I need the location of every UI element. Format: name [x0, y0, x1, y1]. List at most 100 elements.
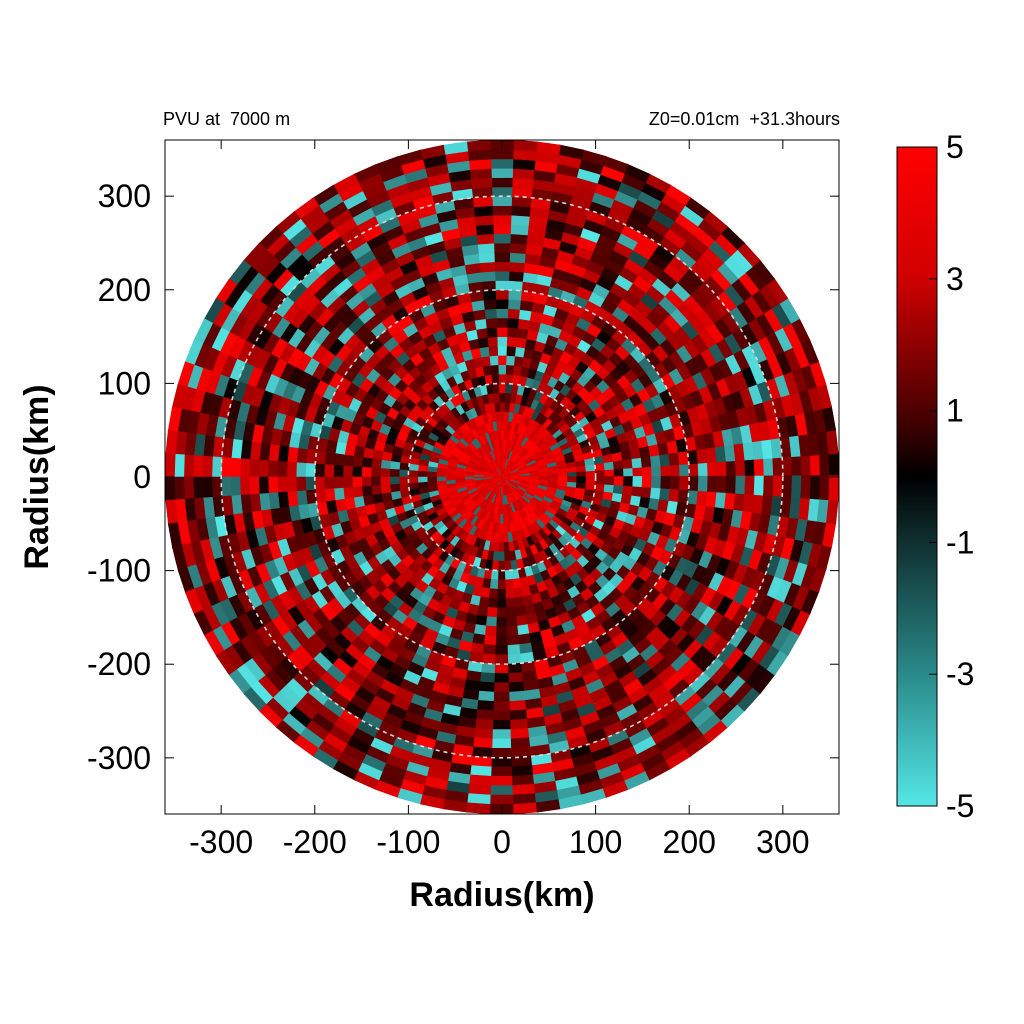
heatmap-cell: [389, 461, 401, 471]
heatmap-cell: [508, 233, 528, 245]
heatmap-cell: [165, 476, 176, 503]
heatmap-cell: [174, 476, 185, 502]
y-tick-label: -300: [87, 740, 151, 776]
heatmap-cell: [490, 177, 513, 188]
heatmap-cell: [509, 690, 527, 702]
heatmap-cell: [504, 392, 512, 403]
heatmap-cell: [505, 355, 516, 366]
heatmap-cell: [454, 473, 465, 478]
x-tick-label: -300: [189, 824, 253, 860]
heatmap-cell: [660, 476, 671, 490]
heatmap-cell: [379, 468, 391, 478]
heatmap-cell: [491, 205, 512, 216]
heatmap-cell: [828, 475, 839, 501]
heatmap-cell: [641, 476, 653, 488]
heatmap-cell: [529, 476, 540, 480]
heatmap-cell: [477, 700, 496, 712]
heatmap-cell: [791, 475, 802, 499]
heatmap-cell: [342, 454, 355, 468]
heatmap-cell: [494, 280, 510, 291]
heatmap-cell: [314, 450, 327, 466]
heatmap-cell: [507, 289, 522, 301]
heatmap-cell: [495, 308, 509, 319]
heatmap-cell: [486, 616, 498, 628]
heatmap-cell: [498, 392, 506, 403]
heatmap-cell: [370, 476, 381, 487]
heatmap-cell: [511, 746, 533, 758]
heatmap-cell: [408, 470, 419, 478]
heatmap-cell: [417, 470, 428, 478]
heatmap-cell: [305, 489, 318, 506]
heatmap-cell: [492, 252, 511, 263]
heatmap-cell: [491, 214, 512, 225]
heatmap-cell: [286, 476, 297, 494]
heatmap-cell: [510, 718, 530, 730]
heatmap-cell: [491, 224, 512, 235]
y-tick-label: 0: [133, 459, 151, 495]
heatmap-cell: [496, 345, 507, 356]
heatmap-cell: [475, 614, 489, 627]
heatmap-cell: [688, 475, 699, 492]
heatmap-cell: [489, 804, 516, 814]
chart-title-left: PVU at 7000 m: [163, 109, 291, 129]
heatmap-cell: [479, 270, 496, 282]
heatmap-cell: [506, 317, 519, 329]
heatmap-cell: [333, 464, 344, 478]
heatmap-cell: [716, 460, 727, 478]
heatmap-cell: [488, 588, 499, 599]
heatmap-cell: [389, 468, 400, 478]
heatmap-cell: [660, 464, 671, 478]
heatmap-cell: [494, 673, 511, 684]
heatmap-cell: [659, 487, 671, 501]
heatmap-cell: [669, 475, 681, 490]
heatmap-cell: [324, 451, 336, 467]
heatmap-cell: [471, 755, 494, 768]
heatmap-cell: [677, 449, 690, 465]
heatmap-cell: [632, 476, 643, 488]
heatmap-cell: [640, 485, 652, 499]
heatmap-cell: [613, 467, 625, 478]
heatmap-cell: [508, 672, 525, 684]
heatmap-cell: [248, 459, 260, 479]
heatmap-cell: [474, 728, 495, 740]
heatmap-cell: [489, 167, 514, 178]
heatmap-cell: [509, 214, 530, 226]
heatmap-cell: [492, 233, 511, 244]
heatmap-cell: [507, 634, 521, 646]
heatmap-cell: [476, 709, 496, 721]
heatmap-cell: [471, 196, 493, 208]
heatmap-cell: [469, 774, 494, 787]
y-tick-label: -100: [87, 553, 151, 589]
heatmap-cell: [809, 475, 821, 500]
heatmap-cell: [725, 459, 737, 478]
heatmap-cell: [506, 298, 521, 310]
heatmap-cell: [398, 469, 409, 478]
heatmap-cell: [800, 453, 812, 478]
heatmap-cell: [507, 270, 524, 282]
colorbar: [896, 146, 938, 807]
heatmap-cell: [506, 326, 518, 338]
heatmap-cell: [735, 475, 746, 495]
heatmap-cell: [239, 476, 251, 497]
heatmap-cell: [305, 462, 316, 479]
x-tick-label: 300: [756, 824, 809, 860]
heatmap-cell: [472, 205, 494, 217]
heatmap-cell: [493, 710, 512, 721]
y-tick-label: 300: [98, 178, 151, 214]
heatmap-cell: [505, 336, 518, 347]
heatmap-cell: [314, 476, 325, 492]
heatmap-cell: [202, 455, 213, 479]
heatmap-cell: [493, 270, 510, 281]
heatmap-cell: [333, 476, 344, 490]
heatmap-cell: [436, 472, 447, 478]
heatmap-cell: [494, 663, 510, 674]
heatmap-cell: [495, 654, 510, 665]
heatmap-cell: [470, 186, 493, 199]
heatmap-cell: [497, 364, 507, 375]
heatmap-cell: [490, 776, 515, 787]
heatmap-cell: [296, 447, 308, 465]
heatmap-cell: [567, 476, 578, 483]
heatmap-cell: [493, 541, 501, 553]
heatmap-cell: [475, 233, 495, 245]
heatmap-cell: [477, 252, 495, 264]
